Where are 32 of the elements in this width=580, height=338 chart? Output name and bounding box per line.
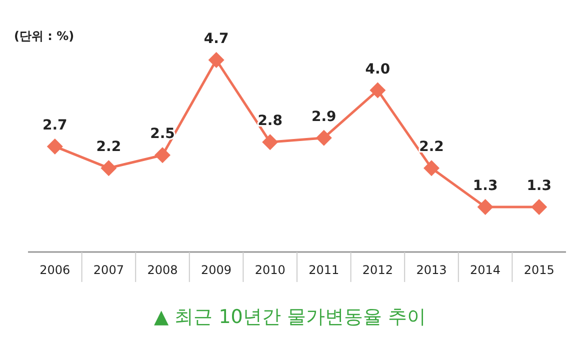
x-tick-label: 2010 bbox=[254, 263, 286, 277]
point bbox=[424, 160, 440, 176]
x-tick-label: 2015 bbox=[524, 263, 554, 277]
data-label: 4.0 bbox=[365, 61, 390, 78]
x-tick-label: 2012 bbox=[362, 263, 393, 277]
point bbox=[477, 199, 494, 215]
point bbox=[208, 52, 224, 68]
x-tick-label: 2011 bbox=[308, 263, 340, 277]
point bbox=[262, 134, 278, 150]
x-tick-label: 2006 bbox=[40, 263, 70, 277]
data-label: 2.7 bbox=[42, 117, 68, 134]
point bbox=[100, 160, 117, 176]
point bbox=[531, 199, 548, 215]
data-label: 1.3 bbox=[472, 178, 498, 194]
x-tick-label: 2009 bbox=[201, 263, 232, 277]
point bbox=[316, 130, 332, 146]
data-label: 1.3 bbox=[526, 178, 552, 194]
text: (단위 : %) bbox=[14, 29, 74, 43]
data-label: 4.7 bbox=[204, 31, 229, 47]
text: ▲ 최근 10년간 물가변동율 추이 bbox=[154, 306, 426, 328]
point bbox=[46, 138, 63, 154]
x-tick-label: 2008 bbox=[147, 263, 178, 277]
data-label: 2.2 bbox=[96, 139, 122, 156]
x-tick-label: 2014 bbox=[470, 263, 501, 277]
point bbox=[154, 147, 170, 164]
data-label: 2.9 bbox=[311, 108, 336, 125]
data-label: 2.2 bbox=[419, 139, 444, 156]
data-label: 2.8 bbox=[258, 113, 283, 130]
x-tick-label: 2007 bbox=[93, 263, 124, 277]
data-label: 2.5 bbox=[150, 126, 175, 142]
x-tick-label: 2013 bbox=[416, 263, 447, 277]
point bbox=[370, 82, 386, 98]
